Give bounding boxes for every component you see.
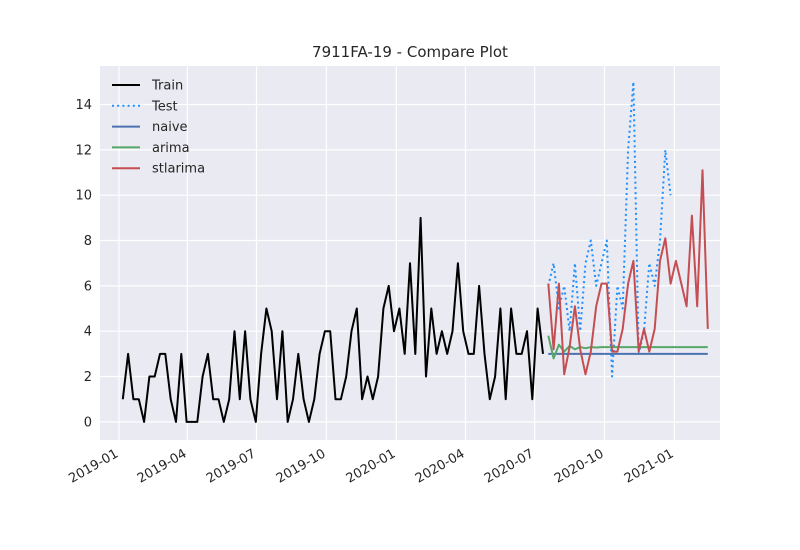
series-group: [121, 80, 709, 423]
x-tick-label: 2019-07: [204, 446, 259, 486]
x-tick-label: 2019-01: [66, 446, 121, 486]
legend-label-test: Test: [151, 99, 178, 114]
legend-label-naive: naive: [152, 120, 188, 135]
x-tick-label: 2020-04: [413, 446, 468, 486]
series-line-stlarima: [547, 169, 709, 376]
y-tick-label: 4: [84, 325, 92, 340]
x-tick-label: 2019-10: [274, 446, 329, 486]
y-tick-label: 6: [84, 279, 92, 294]
y-tick-label: 14: [75, 98, 92, 113]
y-tick-label: 2: [84, 370, 92, 385]
series-line-train: [121, 216, 544, 423]
y-axis-ticks: 0 2 4 6 8 10 12 14: [75, 98, 92, 430]
x-tick-label: 2020-10: [552, 446, 607, 486]
x-axis-ticks: 2019-01 2019-04 2019-07 2019-10 2020-01 2020-…: [66, 446, 676, 486]
y-tick-label: 8: [84, 234, 92, 249]
y-tick-label: 0: [84, 415, 92, 430]
x-tick-label: 2021-01: [622, 446, 677, 486]
legend-label-train: Train: [151, 79, 183, 94]
legend-label-stlarima: stlarima: [152, 162, 205, 177]
x-tick-label: 2020-07: [482, 446, 537, 486]
legend-label-arima: arima: [152, 141, 190, 156]
plot-area: [100, 66, 720, 440]
x-tick-label: 2019-04: [135, 446, 190, 486]
legend: Train Test naive arima stlarima: [112, 79, 205, 177]
x-tick-label: 2020-01: [344, 446, 399, 486]
series-line-arima: [547, 335, 708, 360]
chart-title: 7911FA-19 - Compare Plot: [312, 43, 508, 61]
y-tick-label: 12: [75, 143, 92, 158]
y-tick-label: 10: [75, 189, 92, 204]
